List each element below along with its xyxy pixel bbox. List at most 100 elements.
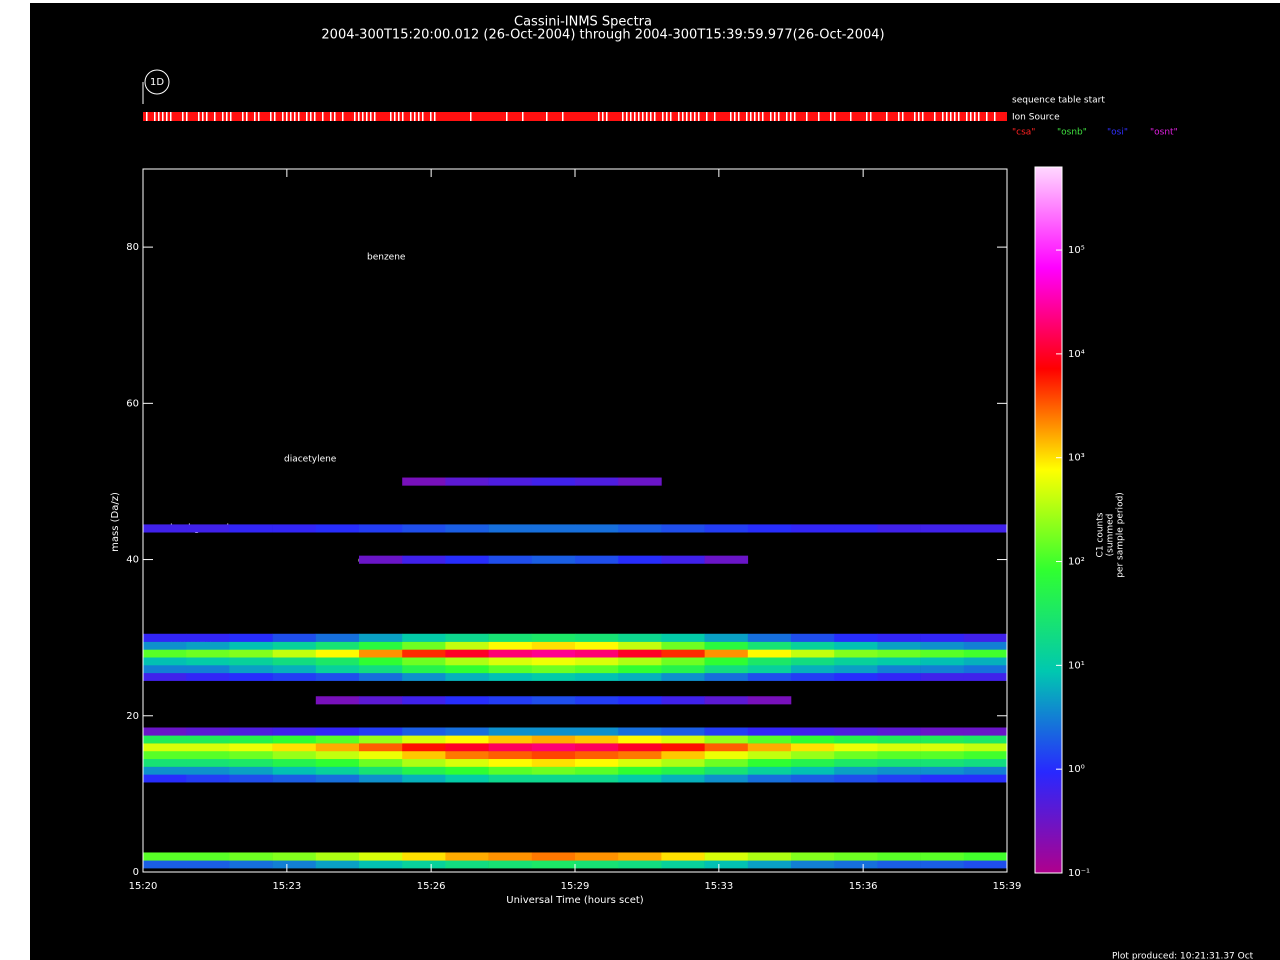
heat-cell [575, 696, 619, 705]
strip-tick [770, 112, 772, 121]
heat-cell [531, 555, 576, 564]
strip-tick [778, 112, 780, 121]
heat-cell [575, 524, 619, 533]
heat-cell [877, 641, 921, 650]
strip-tick [634, 112, 636, 121]
strip-tick [666, 112, 668, 121]
heat-cell [402, 696, 446, 705]
strip-tick [294, 112, 296, 121]
y-tick-label: 20 [126, 711, 139, 722]
heat-cell [834, 641, 878, 650]
heat-cell [618, 524, 662, 533]
heat-cell [445, 860, 489, 869]
heat-cell [315, 633, 360, 642]
heat-cell [963, 649, 1008, 658]
ion-source-strip [143, 112, 1007, 121]
heat-cell [747, 641, 792, 650]
heat-cell [877, 665, 921, 674]
colorbar-tick-label: 10³ [1068, 453, 1085, 464]
heat-cell [704, 774, 749, 783]
heat-cell [445, 774, 489, 783]
heat-cell [963, 852, 1008, 861]
strip-tick [690, 112, 692, 121]
strip-tick [166, 112, 168, 121]
heat-cell [618, 657, 662, 666]
heat-cell [963, 735, 1008, 744]
heat-cell [402, 649, 446, 658]
heat-cell [531, 524, 576, 533]
heat-cell [488, 860, 533, 869]
heat-cell [920, 524, 965, 533]
heat-cell [402, 750, 446, 760]
annotation: benzene [367, 253, 406, 263]
heat-cell [877, 524, 921, 533]
heat-cell [618, 665, 662, 674]
heat-cell [575, 641, 619, 650]
heat-cell [575, 774, 619, 783]
heat-cell [445, 633, 489, 642]
strip-tick [706, 112, 708, 121]
heat-cell [445, 641, 489, 650]
heat-cell [186, 860, 230, 869]
heat-cell [531, 774, 576, 783]
heat-cell [704, 555, 749, 564]
strip-tick [694, 112, 696, 121]
heat-cell [531, 633, 576, 642]
heat-cell [229, 860, 273, 869]
heat-cell [186, 649, 230, 658]
x-tick-label: 15:26 [417, 881, 446, 892]
strip-tick [902, 112, 904, 121]
heat-cell [445, 750, 489, 760]
heat-cell [834, 860, 878, 869]
legend-entry: "osi" [1107, 128, 1128, 138]
heat-cell [359, 735, 403, 744]
heat-cell [575, 665, 619, 674]
heat-cell [229, 641, 273, 650]
heat-cell [575, 743, 619, 752]
heat-cell [272, 665, 317, 674]
heat-cell [920, 657, 965, 666]
strip-tick [970, 112, 972, 121]
heat-cell [661, 766, 705, 775]
heat-cell [618, 750, 662, 760]
heat-cell [445, 735, 489, 744]
heat-cell [272, 672, 317, 681]
heat-cell [704, 696, 749, 705]
heat-cell [488, 524, 533, 533]
heat-cell [143, 672, 187, 681]
strip-tick [830, 112, 832, 121]
strip-tick [602, 112, 604, 121]
heat-cell [575, 735, 619, 744]
heat-cell [920, 758, 965, 767]
heat-cell [402, 665, 446, 674]
heat-cell [747, 774, 792, 783]
strip-tick [158, 112, 160, 121]
x-tick-label: 15:39 [993, 881, 1022, 892]
strip-tick [358, 112, 360, 121]
colorbar-label: (summed [1106, 514, 1116, 557]
heat-cell [618, 735, 662, 744]
strip-tick [754, 112, 756, 121]
heat-cell [143, 852, 187, 861]
x-axis-label: Universal Time (hours scet) [506, 895, 644, 906]
strip-tick [162, 112, 164, 121]
chart-subtitle: 2004-300T15:20:00.012 (26-Oct-2004) thro… [321, 28, 884, 43]
heat-cell [791, 641, 835, 650]
heat-cell [186, 641, 230, 650]
strip-tick [678, 112, 680, 121]
heat-cell [877, 672, 921, 681]
heat-cell [488, 477, 533, 486]
strip-tick [434, 112, 436, 121]
heat-cell [704, 672, 749, 681]
heat-cell [531, 727, 576, 736]
strip-tick [850, 112, 852, 121]
y-tick-label: 80 [126, 242, 139, 253]
strip-tick [202, 112, 204, 121]
heat-cell [272, 750, 317, 760]
heat-cell [531, 750, 576, 760]
strip-tick [898, 112, 900, 121]
heat-cell [272, 727, 317, 736]
heat-cell [704, 665, 749, 674]
heat-cell [747, 524, 792, 533]
